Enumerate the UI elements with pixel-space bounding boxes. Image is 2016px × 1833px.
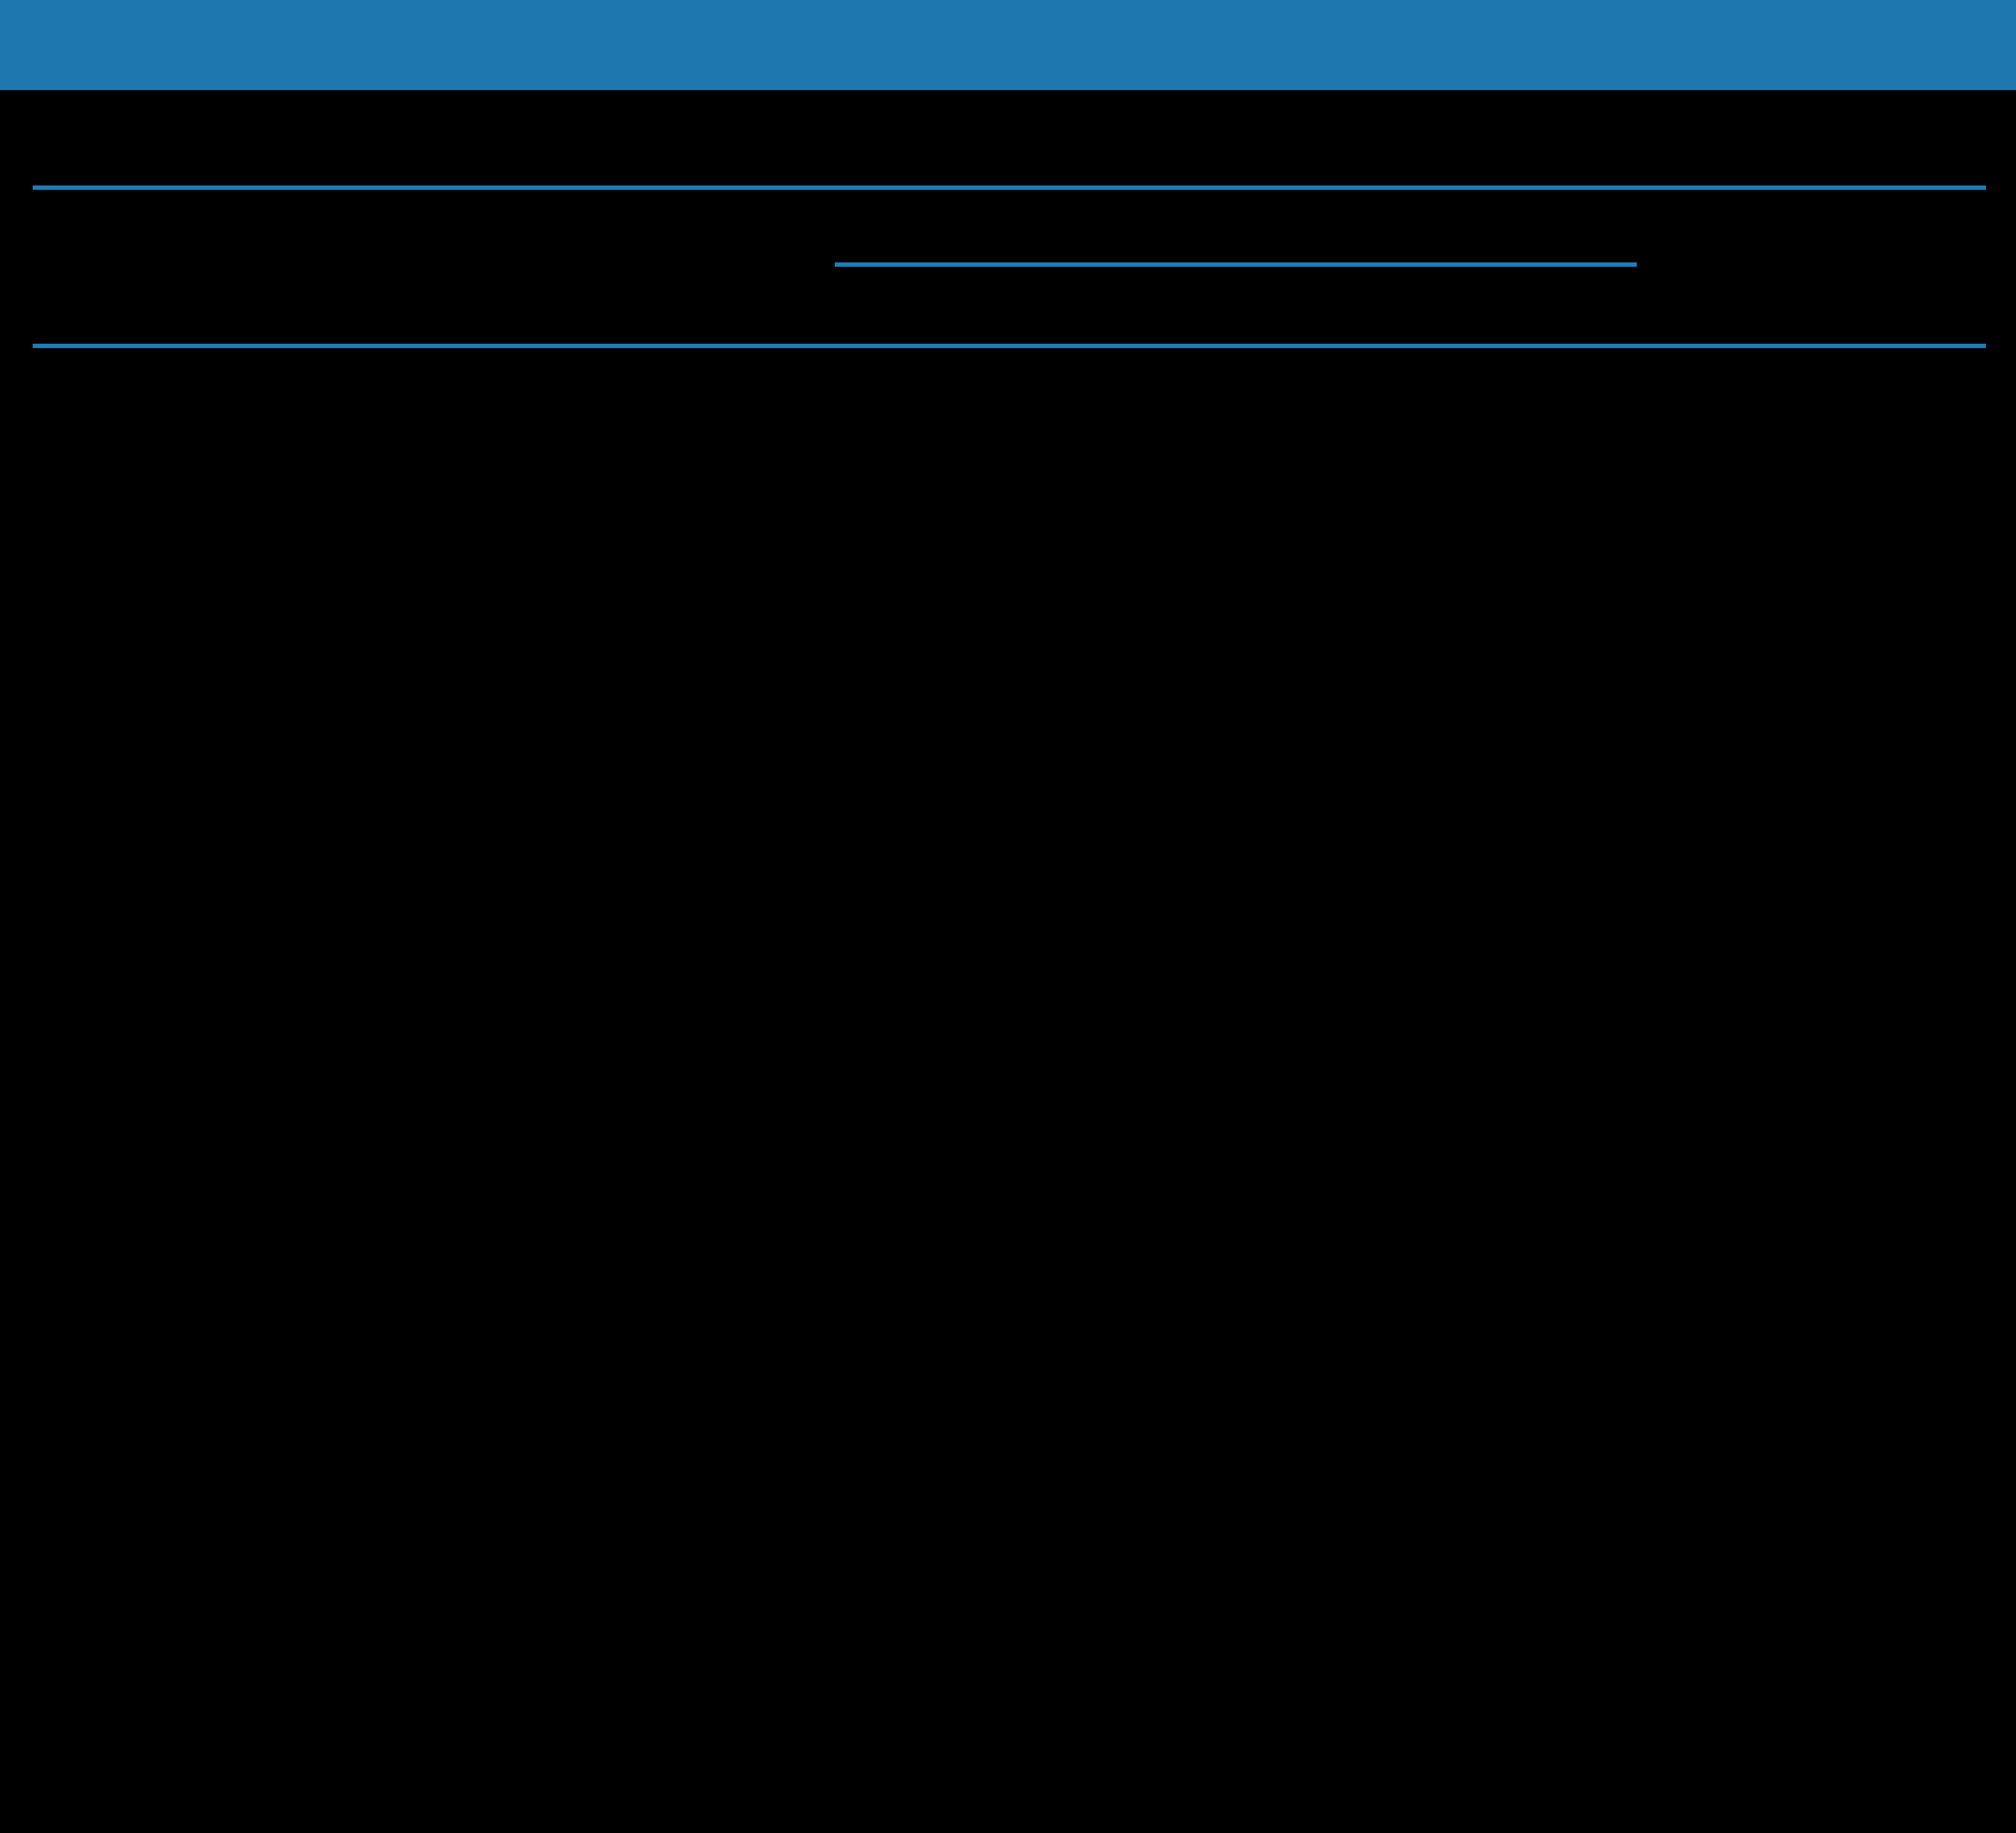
forecast-table-page [0, 0, 2016, 1833]
table-body [0, 0, 2016, 1833]
